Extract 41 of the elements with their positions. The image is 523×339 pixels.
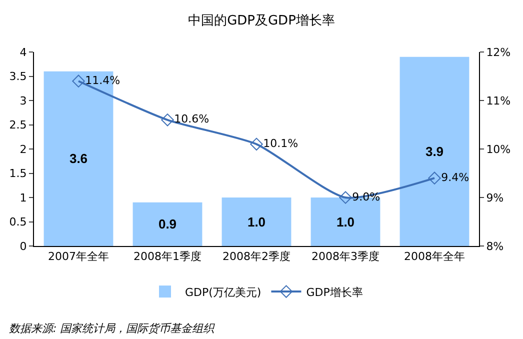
x-tick-label: 2008年2季度 — [222, 250, 290, 264]
x-tick-label: 2008年全年 — [404, 250, 465, 264]
y-tick-label: 3 — [20, 94, 27, 108]
y-tick-label: 0 — [20, 240, 27, 253]
point — [428, 172, 441, 184]
y-tick-label: 3.5 — [9, 70, 27, 84]
legend-label: GDP(万亿美元) — [185, 286, 262, 299]
data-label: 10.1% — [263, 136, 298, 150]
data-label: 0.9 — [158, 216, 177, 232]
y-tick-label: 1 — [20, 191, 27, 204]
y2-tick-label: 10% — [486, 142, 511, 156]
y-tick-label: 1.5 — [9, 167, 27, 180]
data-label: 1.0 — [247, 214, 266, 230]
x-tick-label: 2008年1季度 — [134, 250, 202, 264]
y-tick-label: 2.5 — [9, 118, 27, 132]
y2-tick-label: 12% — [486, 46, 511, 59]
bar — [400, 56, 470, 246]
y-tick-label: 4 — [20, 46, 27, 59]
data-label: 11.4% — [85, 74, 120, 87]
point — [339, 191, 352, 204]
x-tick-label: 2008年3季度 — [312, 250, 380, 264]
data-label: 3.9 — [425, 144, 444, 159]
data-label: 3.6 — [69, 151, 88, 166]
y2-tick-label: 9% — [486, 191, 504, 204]
bar — [222, 198, 292, 246]
point — [161, 114, 174, 126]
source-note: 数据来源: 国家统计局，国际货币基金组织 — [9, 322, 216, 335]
point — [250, 138, 263, 150]
bar — [132, 202, 202, 246]
y-tick-label: 2 — [20, 142, 27, 156]
y2-tick-label: 8% — [486, 240, 504, 253]
data-label: 1.0 — [336, 214, 355, 230]
x-tick-label: 2007年全年 — [48, 250, 109, 264]
data-label: 10.6% — [174, 112, 210, 126]
data-label: 9.0% — [352, 190, 380, 204]
y-tick-label: 0.5 — [9, 216, 27, 229]
data-label: 9.4% — [441, 170, 470, 184]
chart-title: 中国的GDP及GDP增长率 — [188, 12, 335, 28]
legend-label: GDP增长率 — [306, 286, 363, 299]
point — [72, 74, 85, 88]
y2-tick-label: 11% — [486, 94, 511, 108]
